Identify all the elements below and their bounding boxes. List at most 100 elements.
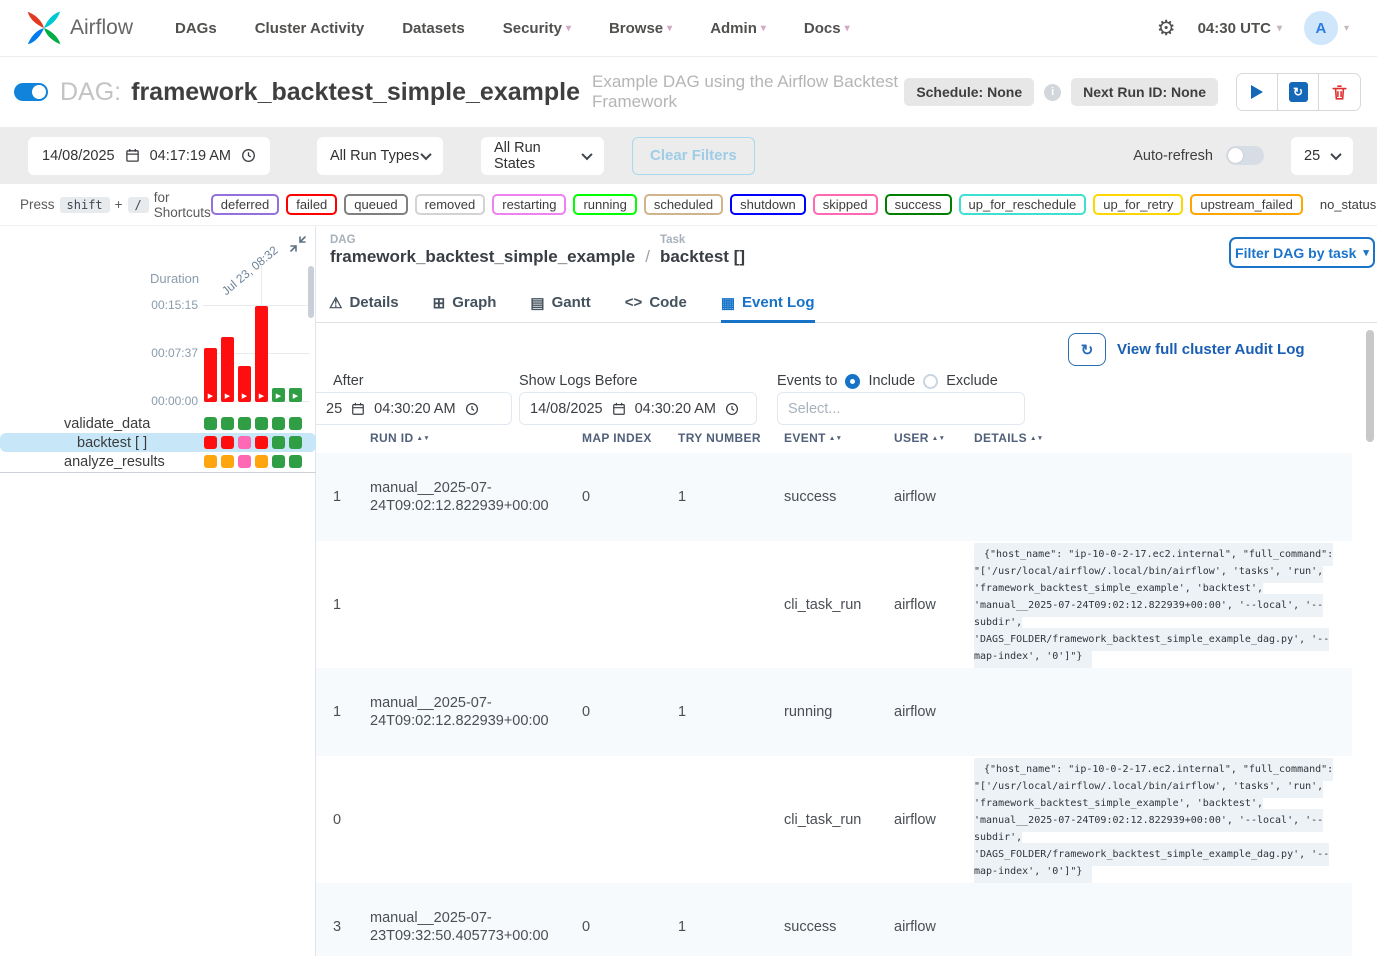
cell-user: airflow — [894, 489, 936, 505]
top-nav: Airflow DAGs ▾ Cluster Activity ▾ Datase… — [0, 0, 1377, 57]
tab[interactable]: ⊞ Graph — [433, 285, 497, 323]
column-header-user[interactable]: USER ▲▼ — [894, 431, 974, 445]
table-row: 1 manual__2025-07-24T09:02:12.822939+00:… — [316, 453, 1352, 541]
events-filter-placeholder: Select... — [788, 400, 841, 417]
chevron-down-icon: ▾ — [1276, 22, 1282, 34]
task-name[interactable]: backtest [ ] — [77, 434, 148, 451]
info-icon[interactable]: i — [1044, 83, 1062, 101]
nav-item-label: Cluster Activity — [254, 19, 365, 37]
task-instance-square[interactable] — [289, 455, 302, 468]
task-instance-square[interactable] — [255, 436, 268, 449]
dag-run-bar[interactable]: ▶ — [289, 388, 302, 402]
task-instance-square[interactable] — [204, 417, 217, 430]
cell-event: cli_task_run — [784, 596, 862, 613]
filter-dag-by-task-button[interactable]: Filter DAG by task ▾ — [1229, 237, 1375, 268]
trigger-dag-button[interactable] — [1237, 74, 1278, 110]
base-date-input[interactable]: 14/08/2025 04:17:19 AM — [28, 136, 270, 175]
task-instance-square[interactable] — [272, 417, 285, 430]
nav-item[interactable]: Security ▾ — [503, 20, 571, 37]
clock-dropdown[interactable]: 04:30 UTC ▾ — [1198, 20, 1282, 37]
run-types-select[interactable]: All Run Types — [317, 136, 443, 175]
task-instance-square[interactable] — [272, 436, 285, 449]
dag-pause-toggle[interactable] — [14, 83, 48, 101]
task-instance-square[interactable] — [272, 455, 285, 468]
tab[interactable]: ⚠ Details — [329, 285, 399, 323]
task-instance-square[interactable] — [255, 455, 268, 468]
dag-run-bar[interactable]: ▶ — [204, 348, 217, 402]
nav-item[interactable]: DAGs ▾ — [175, 20, 217, 37]
scrollbar-thumb[interactable] — [1366, 330, 1374, 442]
grid-scrollbar-thumb[interactable] — [308, 266, 314, 318]
reparse-dag-button[interactable]: ↻ — [1278, 74, 1319, 110]
dag-run-bar[interactable]: ▶ — [221, 337, 234, 402]
cell-map-index: 0 — [582, 919, 591, 935]
column-header-try-number[interactable]: TRY NUMBER — [678, 431, 784, 445]
task-instance-square[interactable] — [255, 417, 268, 430]
view-full-audit-log-link[interactable]: View full cluster Audit Log — [1117, 341, 1305, 358]
cell-clipped-when: 1 — [333, 596, 342, 613]
auto-refresh-toggle[interactable] — [1226, 146, 1264, 165]
task-instance-square[interactable] — [221, 417, 234, 430]
gear-icon[interactable]: ⚙ — [1156, 16, 1176, 40]
legend-row: Press shift + / for Shortcuts deferred f… — [0, 184, 1377, 226]
dag-run-bar[interactable]: ▶ — [255, 306, 268, 402]
nav-item[interactable]: Datasets ▾ — [402, 20, 465, 37]
collapse-icon[interactable] — [290, 236, 306, 252]
trash-icon — [1332, 84, 1347, 100]
task-instance-square[interactable] — [289, 436, 302, 449]
column-header-details[interactable]: DETAILS ▲▼ — [974, 431, 1336, 445]
task-instance-square[interactable] — [221, 436, 234, 449]
divider — [0, 472, 316, 473]
nav-item[interactable]: Cluster Activity ▾ — [255, 20, 364, 37]
task-name[interactable]: validate_data — [64, 415, 151, 432]
task-instance-square[interactable] — [238, 455, 251, 468]
state-badge: restarting — [492, 194, 567, 215]
nav-item[interactable]: Browse ▾ — [609, 20, 672, 37]
refresh-audit-log-button[interactable]: ↻ — [1068, 333, 1106, 366]
cell-try-number: 1 — [678, 919, 687, 935]
column-header-map-index[interactable]: MAP INDEX — [582, 431, 678, 445]
table-row: 3 manual__2025-07-23T09:32:50.405773+00:… — [316, 883, 1352, 956]
table-row: 1 manual__2025-07-24T09:02:12.822939+00:… — [316, 668, 1352, 756]
nav-item[interactable]: Admin ▾ — [710, 20, 766, 37]
after-label: After — [333, 373, 364, 389]
task-instance-square[interactable] — [238, 417, 251, 430]
dag-action-buttons: ↻ — [1236, 73, 1361, 111]
run-id-value: manual__2025-07-24T09:02:12.822939+00:00 — [370, 694, 549, 729]
delete-dag-button[interactable] — [1319, 74, 1360, 110]
task-name[interactable]: analyze_results — [64, 453, 165, 470]
before-datetime-input[interactable]: 14/08/2025 04:30:20 AM — [519, 392, 757, 425]
after-datetime-input[interactable]: 25 04:30:20 AM — [316, 392, 512, 425]
tab-label: Event Log — [742, 294, 815, 311]
task-instances — [204, 417, 302, 430]
clock-label: 04:30 UTC — [1197, 19, 1271, 37]
state-badge: success — [884, 194, 952, 215]
tab[interactable]: ▤ Gantt — [530, 285, 590, 323]
task-row-validate-data: validate_data — [0, 414, 316, 433]
nav-item[interactable]: Docs ▾ — [804, 20, 850, 37]
include-radio[interactable] — [845, 373, 861, 389]
cell-event: success — [784, 919, 837, 935]
dag-run-bar[interactable]: ▶ — [238, 366, 251, 402]
column-header-event[interactable]: EVENT ▲▼ — [784, 431, 894, 445]
column-header-run-id[interactable]: RUN ID ▲▼ — [370, 431, 582, 445]
page-size-select[interactable]: 25 — [1291, 136, 1353, 175]
events-filter-select[interactable]: Select... — [777, 392, 1025, 425]
task-instance-square[interactable] — [204, 436, 217, 449]
task-instance-square[interactable] — [238, 436, 251, 449]
task-instance-square[interactable] — [204, 455, 217, 468]
user-menu[interactable]: A ▾ — [1303, 11, 1349, 45]
task-instance-square[interactable] — [221, 455, 234, 468]
run-states-select[interactable]: All Run States — [481, 136, 604, 175]
state-badge: shutdown — [730, 194, 806, 215]
duration-bar-chart: ▶ ▶ ▶ ▶ ▶ ▶ — [204, 226, 302, 402]
tab[interactable]: ▦ Event Log — [720, 285, 815, 323]
play-icon: ▶ — [258, 393, 265, 400]
clear-filters-button[interactable]: Clear Filters — [632, 136, 755, 175]
dag-run-bar[interactable]: ▶ — [272, 388, 285, 402]
exclude-radio[interactable] — [923, 373, 939, 389]
tab[interactable]: <> Code — [625, 285, 687, 323]
airflow-brand[interactable]: Airflow — [26, 10, 133, 46]
reparse-icon: ↻ — [1288, 82, 1308, 102]
task-instance-square[interactable] — [289, 417, 302, 430]
